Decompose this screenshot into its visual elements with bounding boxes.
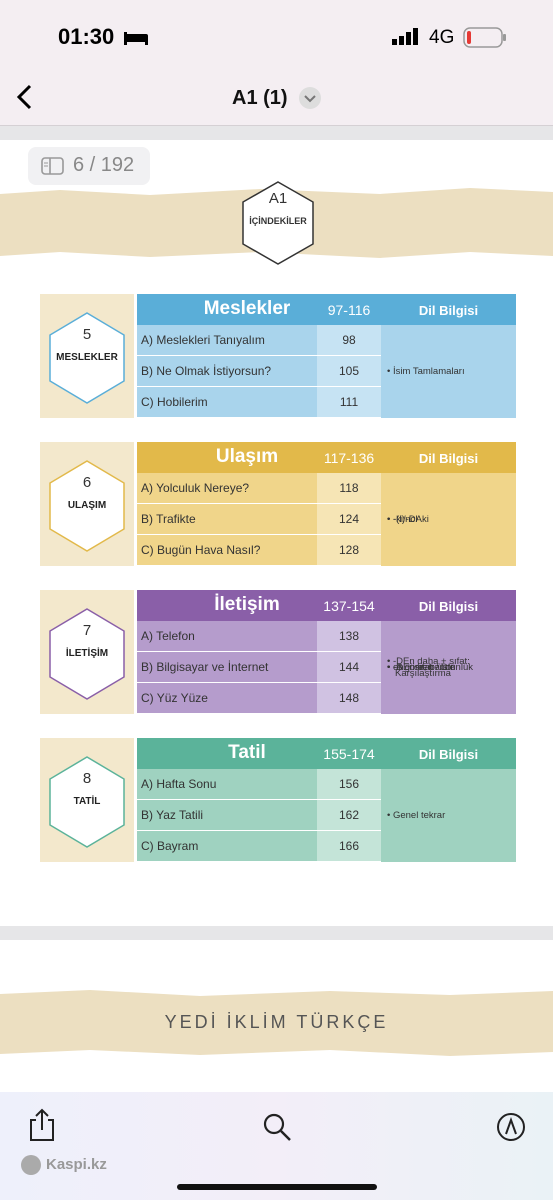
grammar-item: • -DEn beri / DIr: [387, 661, 454, 673]
top-bar: 01:30 4G A1 (1): [0, 0, 553, 126]
unit-hexagon: [49, 460, 125, 552]
unit-name: ULAŞIM: [67, 500, 107, 511]
grammar-item: • Genel tekrar: [387, 809, 446, 821]
level: A1: [268, 190, 288, 207]
lesson-name: C) Bayram: [137, 831, 317, 861]
unit-block: 7 İLETİŞİM İletişim 137-154 Dil Bilgisi A) Te…: [40, 590, 516, 714]
grammar: • İsim Tamlamaları: [381, 325, 516, 418]
home-indicator: [177, 1184, 377, 1190]
unit-hexagon: [49, 756, 125, 848]
footer-brand: YEDİ İKLİM TÜRKÇE: [164, 1012, 389, 1032]
unit-pages: 97-116: [327, 302, 371, 318]
sidebar-icon[interactable]: [41, 156, 65, 176]
header-hexagon: [242, 181, 314, 265]
grammar-item: • -(I)ncI: [387, 513, 418, 525]
pdf-page: YEDİ İKLİM TÜRKÇE: [0, 940, 553, 1092]
time: 01:30: [58, 24, 115, 49]
unit-name: MESLEKLER: [56, 352, 118, 363]
grammar-title: Dil Bilgisi: [418, 303, 479, 318]
watermark-icon: [21, 1155, 41, 1175]
unit-hexagon: [49, 608, 125, 700]
page-counter-box: [28, 147, 150, 185]
lesson-page: 148: [317, 683, 381, 713]
unit-title: İletişim: [214, 594, 280, 615]
unit-header: [137, 442, 516, 473]
unit-block: 8 TATİL Tatil 155-174 Dil Bilgisi A) Hafta So…: [40, 738, 516, 862]
title-menu[interactable]: [298, 86, 322, 110]
toc-title: İÇİNDEKİLER: [249, 216, 307, 226]
unit-block: 6 ULAŞIM Ulaşım 117-136 Dil Bilgisi A) Yolcul…: [40, 442, 516, 566]
battery-icon: [463, 27, 506, 48]
lesson-page: 128: [317, 535, 381, 565]
lesson-page: 162: [317, 800, 381, 830]
lesson-name: C) Hobilerim: [137, 387, 317, 417]
unit-title: Ulaşım: [215, 446, 279, 467]
signal-icon: [392, 28, 418, 45]
lesson-name: A) Telefon: [137, 621, 317, 651]
markup-button[interactable]: [496, 1112, 526, 1142]
toolbar: Kaspi.kz: [0, 1092, 553, 1200]
grammar-item: • -A göre, bence: [387, 661, 455, 673]
unit-header: [137, 294, 516, 325]
unit-name: TATİL: [73, 796, 101, 807]
unit-number: 6: [82, 474, 92, 491]
lesson-page: 111: [317, 387, 381, 417]
grammar-item: • İsim Tamlamaları: [387, 365, 465, 377]
lesson-name: B) Yaz Tatili: [137, 800, 317, 830]
grammar-title: Dil Bilgisi: [418, 747, 479, 762]
unit-pages: 155-174: [323, 746, 375, 762]
paper-strip: [0, 990, 553, 1056]
unit-title: Tatil: [228, 742, 266, 763]
lesson-page: 98: [317, 325, 381, 355]
lesson-name: A) Meslekleri Tanıyalım: [137, 325, 317, 355]
lesson-page: 138: [317, 621, 381, 651]
unit-number: 7: [82, 622, 92, 639]
unit-hexagon: [49, 312, 125, 404]
lesson-name: B) Trafikte: [137, 504, 317, 534]
lesson-page: 124: [317, 504, 381, 534]
lesson-page: 144: [317, 652, 381, 682]
watermark: Kaspi.kz: [46, 1156, 107, 1173]
network: 4G: [429, 27, 455, 48]
lesson-page: 166: [317, 831, 381, 861]
grammar: • -A göre, bence • -DEn daha + sıfat: Kar…: [381, 621, 516, 714]
unit-title: Meslekler: [203, 298, 291, 319]
grammar: • -ki/-DAki • -(I)ncI: [381, 473, 516, 566]
lesson-name: C) Yüz Yüze: [137, 683, 317, 713]
unit-header: [137, 590, 516, 621]
grammar: • Genel tekrar: [381, 769, 516, 862]
grammar-title: Dil Bilgisi: [418, 599, 479, 614]
unit-pages: 137-154: [323, 598, 375, 614]
pdf-page: A1 İÇİNDEKİLER 6 / 192 5 MESLEKLER Meslekl…: [0, 140, 553, 926]
search-button[interactable]: [262, 1112, 292, 1142]
document-title[interactable]: A1 (1): [232, 87, 288, 109]
share-button[interactable]: [28, 1108, 56, 1142]
lesson-page: 118: [317, 473, 381, 503]
lesson-name: C) Bugün Hava Nasıl?: [137, 535, 317, 565]
unit-block: 5 MESLEKLER Meslekler 97-116 Dil Bilgisi A) M…: [40, 294, 516, 418]
unit-name: İLETİŞİM: [65, 648, 109, 659]
grammar-item: • -DEn daha + sıfat: Karşılaştırma: [387, 655, 470, 679]
lesson-page: 105: [317, 356, 381, 386]
unit-number: 5: [82, 326, 92, 343]
lesson-name: B) Ne Olmak İstiyorsun?: [137, 356, 317, 386]
unit-number: 8: [82, 770, 92, 787]
grammar-item: • -ki/-DAki: [387, 513, 429, 525]
unit-header: [137, 738, 516, 769]
unit-pages: 117-136: [323, 450, 375, 466]
sleep-icon: [124, 32, 148, 45]
lesson-name: A) Yolculuk Nereye?: [137, 473, 317, 503]
back-button[interactable]: [14, 84, 36, 110]
lesson-page: 156: [317, 769, 381, 799]
grammar-item: • en + sıfat: üstünlük: [387, 661, 473, 673]
page-counter: 6 / 192: [73, 154, 135, 176]
lesson-name: A) Hafta Sonu: [137, 769, 317, 799]
lesson-name: B) Bilgisayar ve İnternet: [137, 652, 317, 682]
grammar-title: Dil Bilgisi: [418, 451, 479, 466]
